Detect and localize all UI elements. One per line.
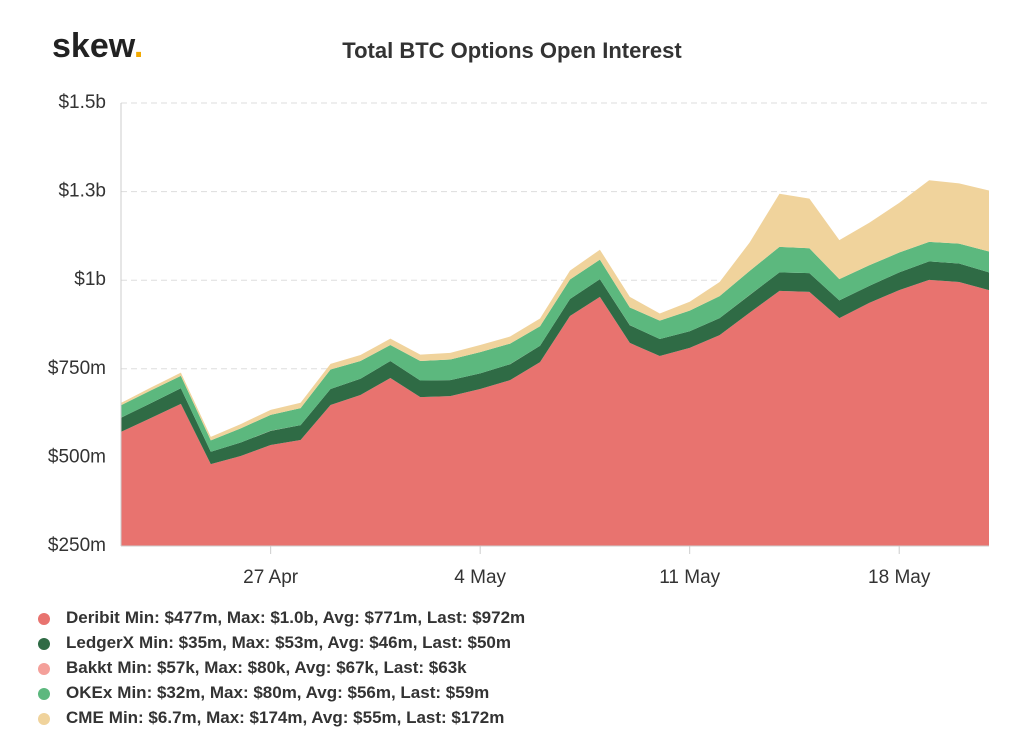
legend-summary: Min: $32m, Max: $80m, Avg: $56m, Last: $… bbox=[117, 683, 489, 702]
area bbox=[121, 261, 989, 465]
area bbox=[121, 279, 989, 546]
legend-entry: OKEx Min: $32m, Max: $80m, Avg: $56m, Las… bbox=[66, 683, 489, 702]
legend-name: Bakkt bbox=[66, 658, 113, 677]
legend-summary: Min: $477m, Max: $1.0b, Avg: $771m, Last… bbox=[125, 608, 525, 627]
legend-entry: CME Min: $6.7m, Max: $174m, Avg: $55m, La… bbox=[66, 708, 504, 727]
y-tick-label: $250m bbox=[48, 535, 106, 556]
legend-summary: Min: $35m, Max: $53m, Avg: $46m, Last: $… bbox=[139, 633, 511, 652]
x-tick-label: 18 May bbox=[868, 567, 931, 588]
y-tick-label: $750m bbox=[48, 358, 106, 379]
legend-entry: Bakkt Min: $57k, Max: $80k, Avg: $67k, La… bbox=[66, 658, 467, 677]
brand-logo: skew. bbox=[52, 27, 143, 65]
legend-summary: Min: $6.7m, Max: $174m, Avg: $55m, Last:… bbox=[109, 708, 505, 727]
legend-name: LedgerX bbox=[66, 633, 135, 652]
area bbox=[121, 241, 989, 452]
legend-swatch bbox=[38, 613, 50, 625]
x-tick-label: 27 Apr bbox=[243, 567, 299, 588]
legend-swatch bbox=[38, 638, 50, 650]
legend-swatch bbox=[38, 688, 50, 700]
y-tick-label: $1.3b bbox=[58, 181, 106, 202]
legend-swatch bbox=[38, 663, 50, 675]
legend-name: CME bbox=[66, 708, 104, 727]
legend-name: Deribit bbox=[66, 608, 120, 627]
legend-swatch bbox=[38, 713, 50, 725]
y-tick-label: $1b bbox=[74, 269, 106, 290]
y-tick-label: $500m bbox=[48, 446, 106, 467]
legend-entry: LedgerX Min: $35m, Max: $53m, Avg: $46m, … bbox=[66, 633, 511, 652]
x-tick-label: 11 May bbox=[659, 567, 720, 588]
legend-summary: Min: $57k, Max: $80k, Avg: $67k, Last: $… bbox=[117, 658, 467, 677]
area bbox=[121, 180, 989, 441]
brand: skew bbox=[52, 27, 136, 65]
chart-title: Total BTC Options Open Interest bbox=[342, 38, 682, 63]
x-tick-label: 4 May bbox=[454, 567, 506, 588]
legend-entry: Deribit Min: $477m, Max: $1.0b, Avg: $771… bbox=[66, 608, 525, 627]
legend-name: OKEx bbox=[66, 683, 113, 702]
brand-dot: . bbox=[134, 27, 143, 65]
y-tick-label: $1.5b bbox=[58, 92, 106, 113]
